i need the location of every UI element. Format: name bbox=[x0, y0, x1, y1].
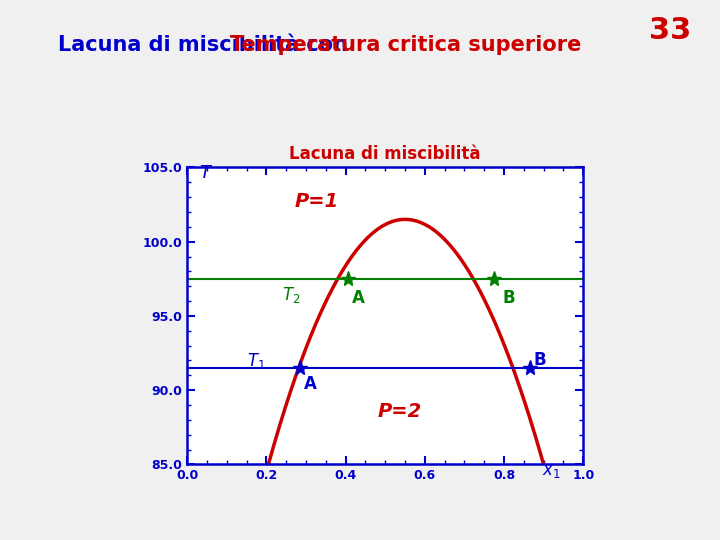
Text: Lacuna di miscibilità con: Lacuna di miscibilità con bbox=[58, 35, 355, 55]
Text: B: B bbox=[502, 288, 515, 307]
Text: $T$: $T$ bbox=[199, 164, 213, 182]
Text: A: A bbox=[351, 288, 364, 307]
Text: Temperatura critica superiore: Temperatura critica superiore bbox=[230, 35, 581, 55]
Text: P=2: P=2 bbox=[377, 402, 421, 421]
Text: 33: 33 bbox=[649, 16, 691, 45]
Text: $T_1$: $T_1$ bbox=[246, 350, 265, 370]
Text: P=1: P=1 bbox=[294, 192, 338, 212]
Text: B: B bbox=[534, 351, 546, 369]
Text: A: A bbox=[304, 375, 317, 393]
Text: $x_1$: $x_1$ bbox=[541, 462, 560, 480]
Text: $T_2$: $T_2$ bbox=[282, 285, 301, 305]
Title: Lacuna di miscibilità: Lacuna di miscibilità bbox=[289, 145, 481, 163]
